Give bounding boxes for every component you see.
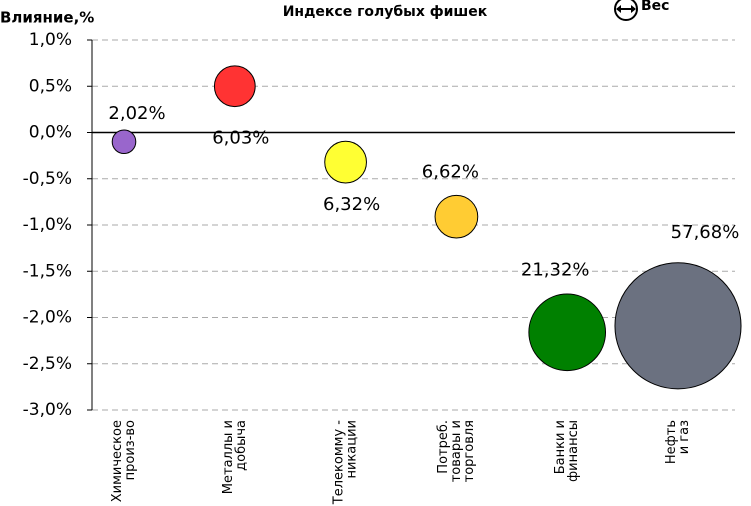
bubble	[324, 140, 367, 184]
y-tick-label: 1,0%	[29, 30, 72, 50]
x-tick-label: Нефть	[664, 420, 679, 464]
x-tick-label: товары и	[449, 420, 464, 482]
x-tick-label: и газ	[677, 420, 692, 454]
data-label: 57,68%	[671, 222, 740, 243]
y-tick-label: -2,5%	[23, 354, 72, 374]
x-tick-label: Банки и	[553, 420, 568, 474]
y-axis-title: Влияние,%	[0, 9, 94, 27]
x-tick-label: никации	[345, 420, 360, 479]
bubble	[528, 293, 607, 372]
data-label: 21,32%	[521, 259, 590, 280]
x-tick-label: Потреб.	[436, 420, 451, 474]
bubble	[434, 194, 479, 239]
y-tick-label: 0,5%	[29, 76, 72, 96]
size-legend-icon	[614, 0, 638, 21]
y-tick-label: 0,0%	[29, 123, 72, 143]
size-legend-label: Вес	[641, 0, 669, 14]
data-label: 6,62%	[422, 162, 479, 183]
y-tick-label: -3,0%	[23, 400, 72, 420]
data-label: 6,32%	[323, 194, 380, 215]
x-tick-label: торговля	[462, 420, 477, 482]
bubble	[614, 262, 742, 390]
x-tick-label: Химическое	[110, 420, 125, 502]
y-tick-label: -0,5%	[23, 169, 72, 189]
bubble	[111, 129, 137, 155]
y-tick-label: -1,0%	[23, 215, 72, 235]
bubble	[213, 65, 256, 108]
x-tick-label: финансы	[566, 420, 581, 482]
x-tick-label: произ-во	[123, 420, 138, 480]
y-tick-label: -2,0%	[23, 308, 72, 328]
data-label: 2,02%	[108, 103, 165, 124]
y-tick-label: -1,5%	[23, 261, 72, 281]
x-tick-label: добыча	[234, 420, 249, 471]
data-label: 6,03%	[212, 127, 269, 148]
x-tick-label: Металлы и	[221, 420, 236, 494]
x-tick-label: Телекомму -	[332, 420, 347, 505]
chart-title: Индексе голубых фишек	[283, 4, 488, 20]
